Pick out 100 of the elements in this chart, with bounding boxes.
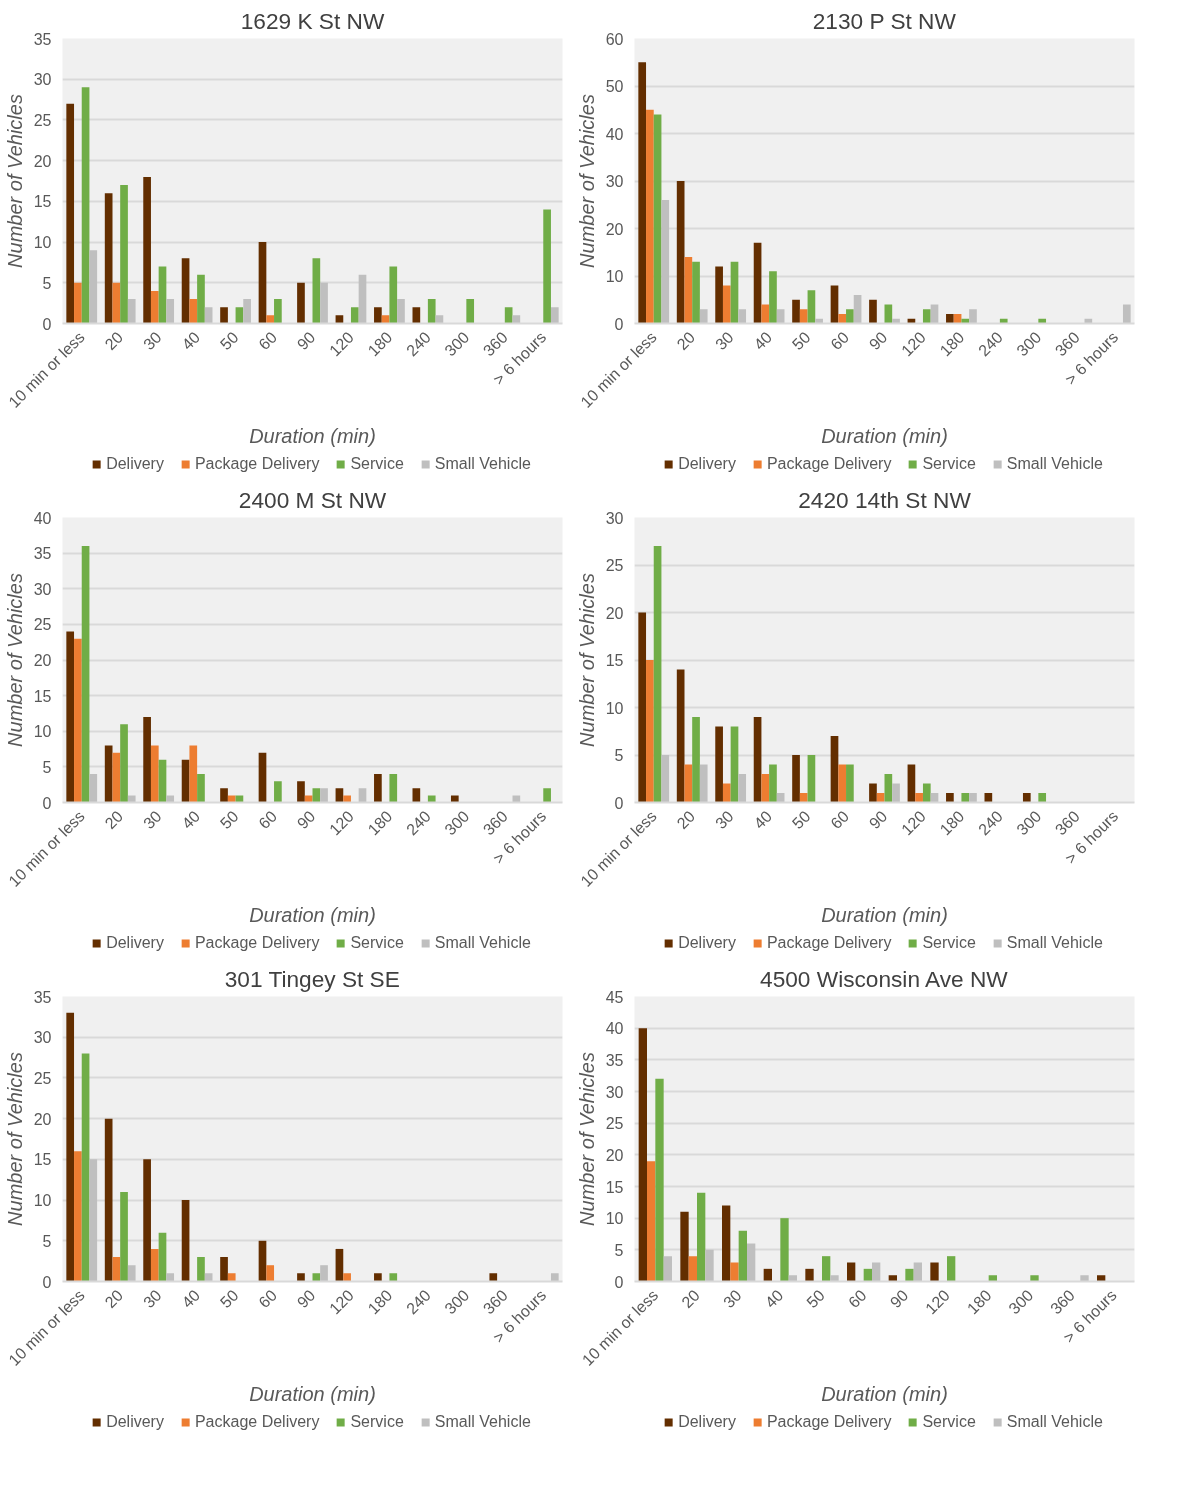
x-tick-label: 40 <box>761 1286 787 1312</box>
legend-label: Service <box>350 934 404 952</box>
y-tick-label: 30 <box>33 580 52 598</box>
x-tick-label: 30 <box>712 807 737 833</box>
x-tick-label: 120 <box>922 1286 954 1318</box>
y-tick-label: 20 <box>33 652 52 669</box>
x-tick-label: 120 <box>326 1286 358 1318</box>
x-tick-label: 360 <box>479 807 511 839</box>
x-axis-title: Duration (min) <box>821 424 948 447</box>
x-tick-label: 30 <box>712 328 737 354</box>
legend-label: Service <box>350 455 404 473</box>
legend-label: Small Vehicle <box>1006 934 1103 952</box>
x-tick-label: 180 <box>364 328 396 360</box>
legend-label: Small Vehicle <box>1006 455 1103 473</box>
y-tick-label: 15 <box>33 193 52 211</box>
x-axis-title: Duration (min) <box>821 903 948 926</box>
y-tick-label: 30 <box>33 1029 52 1047</box>
x-tick-label: 50 <box>788 328 814 354</box>
y-tick-label: 25 <box>605 1115 624 1133</box>
y-tick-label: 20 <box>33 152 52 170</box>
y-axis-title: Number of Vehicles <box>3 94 26 268</box>
legend-label: Delivery <box>106 1413 164 1431</box>
x-tick-label: 40 <box>750 328 776 354</box>
y-tick-label: 0 <box>42 1273 52 1291</box>
x-tick-label: 90 <box>886 1286 912 1312</box>
chart-title: 2420 14th St NW <box>798 486 972 513</box>
y-axis-title: Number of Vehicles <box>575 94 598 268</box>
legend-label: Package Delivery <box>766 934 892 952</box>
x-tick-label: 360 <box>1047 1286 1079 1318</box>
y-tick-label: 0 <box>42 315 52 333</box>
y-tick-label: 40 <box>605 125 624 143</box>
x-tick-label: 240 <box>975 807 1006 839</box>
x-tick-label: 30 <box>140 807 165 833</box>
x-tick-label: 300 <box>1005 1286 1037 1318</box>
legend-label: Delivery <box>678 455 736 473</box>
y-tick-label: 10 <box>33 234 52 252</box>
x-tick-label: 180 <box>936 328 968 360</box>
x-tick-label: 360 <box>479 328 511 360</box>
y-tick-label: 5 <box>42 758 52 776</box>
y-tick-label: 60 <box>605 30 624 48</box>
chart-title: 4500 Wisconsin Ave NW <box>760 965 1009 992</box>
y-tick-label: 20 <box>605 220 624 238</box>
x-tick-label: 360 <box>1051 328 1083 360</box>
y-tick-label: 25 <box>33 111 52 129</box>
y-tick-label: 30 <box>605 1083 624 1101</box>
legend-label: Package Delivery <box>194 455 320 473</box>
x-tick-label: 30 <box>140 328 165 354</box>
x-tick-label: 180 <box>963 1286 995 1318</box>
y-tick-label: 45 <box>605 988 624 1006</box>
y-tick-label: 15 <box>33 687 52 705</box>
x-tick-label: 120 <box>898 807 930 839</box>
y-axis-title: Number of Vehicles <box>3 1052 26 1226</box>
x-tick-label: 300 <box>1013 807 1045 839</box>
y-tick-label: 5 <box>614 1241 624 1259</box>
legend-label: Service <box>922 934 976 952</box>
x-axis-title: Duration (min) <box>821 1382 948 1405</box>
y-axis-title: Number of Vehicles <box>3 573 26 747</box>
x-tick-label: 20 <box>678 1286 704 1312</box>
y-tick-label: 0 <box>42 794 52 812</box>
x-axis-title: Duration (min) <box>249 1382 376 1405</box>
x-tick-label: 40 <box>178 1286 204 1312</box>
y-tick-label: 35 <box>33 988 52 1006</box>
y-tick-label: 10 <box>33 1192 52 1210</box>
y-tick-label: 10 <box>605 1210 624 1228</box>
x-tick-label: 300 <box>441 807 473 839</box>
legend-label: Service <box>922 455 976 473</box>
x-tick-label: 180 <box>364 1286 396 1318</box>
chart-title: 301 Tingey St SE <box>224 965 400 992</box>
y-axis-title: Number of Vehicles <box>575 573 598 747</box>
y-axis-title: Number of Vehicles <box>575 1052 598 1226</box>
y-tick-label: 20 <box>605 604 624 622</box>
x-tick-label: 120 <box>898 328 930 360</box>
x-tick-label: 300 <box>1013 328 1045 360</box>
x-tick-label: 360 <box>1051 807 1083 839</box>
x-tick-label: 360 <box>479 1286 511 1318</box>
x-tick-label: 20 <box>673 807 699 833</box>
y-tick-label: 10 <box>605 699 624 717</box>
legend-label: Delivery <box>678 934 736 952</box>
legend-label: Small Vehicle <box>1006 1413 1103 1431</box>
legend-label: Small Vehicle <box>434 455 531 473</box>
x-tick-label: 20 <box>673 328 699 354</box>
y-tick-label: 25 <box>33 616 52 634</box>
y-tick-label: 15 <box>605 1178 624 1196</box>
x-tick-label: 120 <box>326 807 358 839</box>
y-tick-label: 35 <box>605 1051 624 1069</box>
x-tick-label: 240 <box>975 328 1006 360</box>
x-tick-label: 90 <box>865 807 891 833</box>
legend-label: Package Delivery <box>194 1413 320 1431</box>
x-tick-label: 60 <box>255 807 281 833</box>
x-tick-label: 300 <box>441 328 473 360</box>
x-tick-label: 20 <box>101 328 127 354</box>
legend-label: Small Vehicle <box>434 934 531 952</box>
x-tick-label: 60 <box>827 807 853 833</box>
x-tick-label: 60 <box>827 328 853 354</box>
x-tick-label: 300 <box>441 1286 473 1318</box>
y-tick-label: 40 <box>605 1020 624 1038</box>
legend-label: Package Delivery <box>766 1413 892 1431</box>
x-tick-label: 50 <box>216 807 242 833</box>
x-tick-label: 40 <box>178 328 204 354</box>
y-tick-label: 0 <box>614 794 624 812</box>
